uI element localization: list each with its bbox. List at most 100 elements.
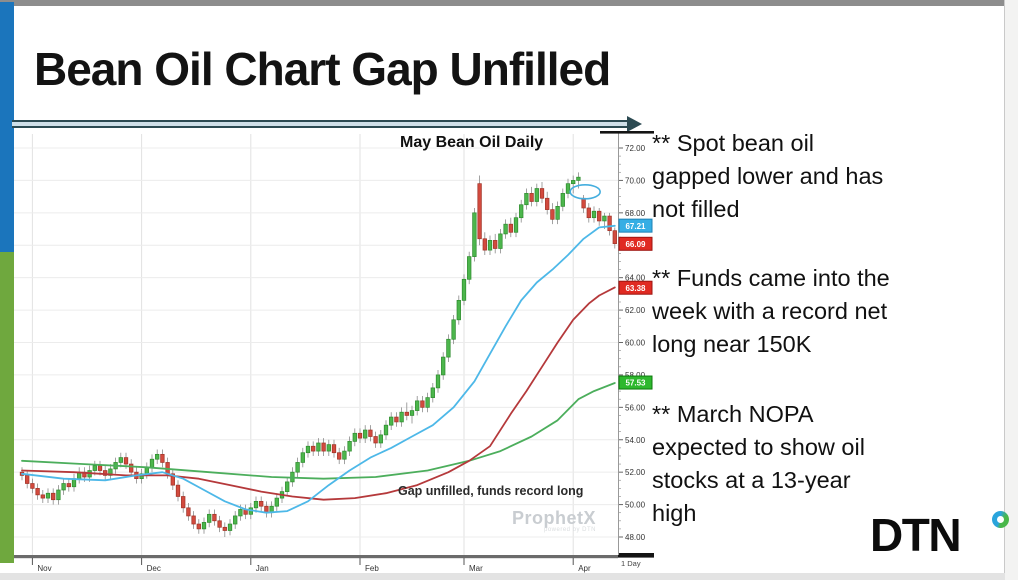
candle-body bbox=[196, 523, 201, 530]
candle-body bbox=[409, 410, 415, 416]
candle-body bbox=[461, 278, 467, 301]
candle-body bbox=[404, 411, 409, 416]
candle-body bbox=[545, 197, 550, 210]
bullet-spot-bean-oil: ** Spot bean oil gapped lower and has no… bbox=[652, 130, 884, 222]
svg-text:48.00: 48.00 bbox=[625, 533, 646, 542]
candle-body bbox=[519, 204, 524, 219]
svg-text:63.38: 63.38 bbox=[625, 284, 646, 293]
watermark: ProphetX powered by DTN bbox=[512, 508, 596, 533]
candle-body bbox=[45, 492, 51, 499]
candle-body bbox=[399, 411, 404, 423]
candlesticks bbox=[19, 172, 617, 537]
price-badge-mid-ma-last bbox=[618, 280, 653, 295]
svg-text:57.53: 57.53 bbox=[625, 379, 646, 388]
dtn-logo-text: DTN bbox=[870, 509, 962, 561]
arrow-head-icon bbox=[627, 116, 642, 132]
candle-body bbox=[456, 300, 461, 321]
candle-body bbox=[420, 400, 425, 408]
candle-body bbox=[238, 509, 243, 517]
right-edge-divider bbox=[1004, 0, 1005, 580]
candle-body bbox=[149, 458, 155, 468]
candle-body bbox=[300, 452, 305, 463]
candle-body bbox=[321, 442, 326, 452]
page-title: Bean Oil Chart Gap Unfilled bbox=[34, 43, 611, 95]
svg-text:Apr: Apr bbox=[578, 564, 591, 573]
svg-text:Mar: Mar bbox=[469, 564, 483, 573]
candle-body bbox=[571, 180, 576, 185]
candle-body bbox=[441, 356, 446, 376]
price-badge-last-price bbox=[618, 236, 653, 251]
candle-body bbox=[607, 215, 612, 232]
candle-body bbox=[108, 468, 113, 476]
candle-body bbox=[451, 319, 456, 340]
candle-body bbox=[155, 453, 160, 460]
candle-body bbox=[123, 457, 129, 465]
price-chart-panel: 72.0070.0068.0066.0064.0062.0060.0058.00… bbox=[14, 118, 655, 578]
candle-body bbox=[591, 210, 597, 219]
ma-lines bbox=[21, 224, 616, 514]
candle-body bbox=[337, 452, 342, 460]
price-chart: 72.0070.0068.0066.0064.0062.0060.0058.00… bbox=[14, 131, 654, 573]
svg-text:62.00: 62.00 bbox=[625, 306, 646, 315]
candle-body bbox=[368, 429, 373, 437]
candle-body bbox=[446, 338, 451, 358]
svg-text:68.00: 68.00 bbox=[625, 209, 646, 218]
candle-body bbox=[394, 416, 399, 423]
candle-body bbox=[347, 441, 352, 452]
svg-text:72.00: 72.00 bbox=[625, 144, 646, 153]
dtn-logo: DTN bbox=[870, 508, 1009, 562]
candle-body bbox=[415, 400, 420, 411]
candle-body bbox=[513, 217, 519, 233]
watermark-subtext: powered by DTN bbox=[543, 527, 597, 533]
candle-body bbox=[97, 465, 103, 471]
candle-body bbox=[305, 445, 311, 454]
interval-label: 1 Day bbox=[621, 559, 641, 568]
candle-body bbox=[233, 515, 238, 525]
candle-body bbox=[529, 193, 534, 202]
chart-annotation: Gap unfilled, funds record long bbox=[398, 484, 584, 498]
candle-body bbox=[274, 497, 279, 507]
svg-text:Jan: Jan bbox=[256, 564, 269, 573]
candle-body bbox=[482, 238, 487, 251]
chart-title: May Bean Oil Daily bbox=[400, 134, 544, 151]
ma-mid bbox=[21, 286, 616, 501]
ma-slow bbox=[21, 382, 616, 480]
candle-body bbox=[560, 193, 565, 207]
right-edge-strip bbox=[1005, 0, 1018, 580]
candle-body bbox=[30, 483, 35, 489]
svg-text:64.00: 64.00 bbox=[625, 274, 646, 283]
candle-body bbox=[253, 500, 259, 509]
candle-body bbox=[56, 489, 61, 501]
candle-body bbox=[472, 212, 477, 257]
bottom-edge-strip bbox=[0, 573, 1005, 580]
title-underline-arrow bbox=[12, 120, 628, 128]
candle-body bbox=[129, 463, 134, 473]
candle-body bbox=[326, 444, 331, 452]
candle-body bbox=[316, 442, 321, 452]
candle-body bbox=[35, 488, 40, 496]
candle-body bbox=[342, 450, 347, 460]
candle-body bbox=[581, 197, 586, 209]
candle-body bbox=[383, 424, 389, 436]
candle-body bbox=[357, 432, 363, 439]
candle-body bbox=[425, 397, 430, 408]
candle-body bbox=[181, 496, 186, 509]
candle-body bbox=[285, 481, 290, 492]
svg-text:Nov: Nov bbox=[37, 564, 51, 573]
candle-body bbox=[295, 462, 300, 473]
axes: 72.0070.0068.0066.0064.0062.0060.0058.00… bbox=[14, 131, 654, 573]
candle-body bbox=[51, 492, 56, 501]
candle-body bbox=[191, 515, 196, 525]
price-badge-slow-ma-last bbox=[618, 375, 653, 390]
price-badges: 67.21 66.09 63.38 57.53 bbox=[618, 218, 653, 390]
candle-body bbox=[175, 484, 181, 497]
candle-body bbox=[363, 429, 368, 439]
candle-body bbox=[378, 434, 383, 444]
candle-body bbox=[430, 387, 435, 398]
candle-body bbox=[331, 444, 337, 454]
candle-body bbox=[207, 513, 212, 523]
top-bar bbox=[0, 0, 1005, 6]
candle-body bbox=[103, 470, 108, 476]
svg-text:70.00: 70.00 bbox=[625, 176, 646, 185]
candle-body bbox=[212, 513, 217, 522]
